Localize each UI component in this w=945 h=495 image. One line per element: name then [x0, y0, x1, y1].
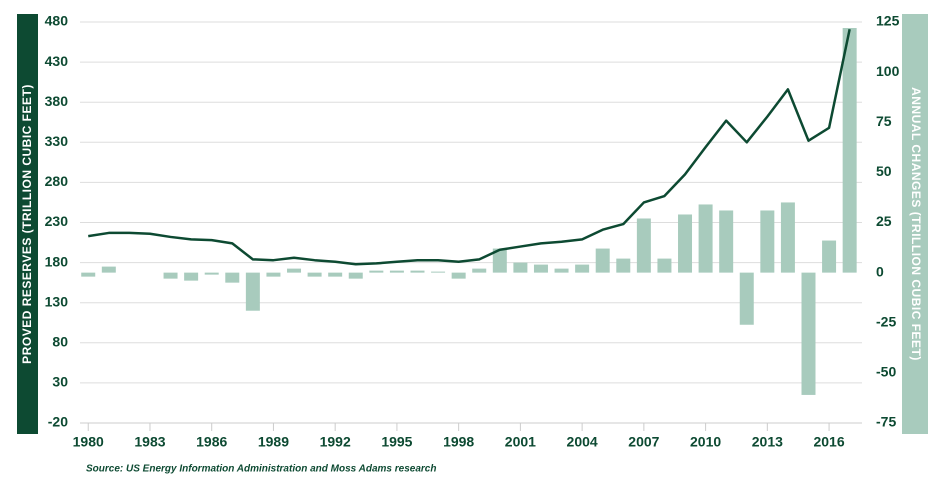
x-tick-label: 2004 [567, 434, 598, 450]
x-tick-label: 1995 [381, 434, 412, 450]
bar [389, 270, 404, 273]
bar [719, 210, 734, 273]
source-note: Source: US Energy Information Administra… [86, 464, 436, 475]
x-tick-label: 1998 [443, 434, 474, 450]
y2-tick-label: -25 [876, 313, 896, 329]
bar [595, 248, 610, 273]
y-tick-label: 430 [45, 53, 69, 69]
bar [616, 258, 631, 273]
y-tick-label: 80 [52, 334, 68, 350]
bar [801, 272, 816, 395]
bar [328, 272, 343, 277]
bar [636, 218, 651, 273]
bar [348, 272, 363, 279]
right-axis-band [902, 14, 928, 434]
bar [204, 272, 219, 275]
bar [431, 271, 446, 273]
x-tick-label: 2016 [813, 434, 844, 450]
y2-tick-label: 50 [876, 163, 892, 179]
x-tick-label: 2010 [690, 434, 721, 450]
bar [163, 272, 178, 279]
bar [554, 268, 569, 273]
y-tick-label: 330 [45, 133, 69, 149]
bar [307, 272, 322, 277]
bar [678, 214, 693, 273]
bar [451, 272, 466, 279]
x-tick-label: 1980 [73, 434, 104, 450]
bar [492, 248, 507, 273]
bar [81, 272, 96, 277]
bar [822, 240, 837, 273]
bar [842, 28, 857, 273]
y-tick-label: 230 [45, 213, 69, 229]
bar [533, 264, 548, 273]
bar [287, 268, 302, 273]
bar [101, 266, 116, 273]
y2-tick-label: 75 [876, 113, 892, 129]
y-tick-label: 380 [45, 93, 69, 109]
x-tick-label: 2007 [628, 434, 659, 450]
bar [472, 268, 487, 273]
line [88, 28, 851, 266]
y2-tick-label: 25 [876, 213, 892, 229]
y-tick-label: 280 [45, 173, 69, 189]
bar [698, 204, 713, 273]
bar [657, 258, 672, 273]
bar [760, 210, 775, 273]
y2-axis-label: ANNUAL CHANGES (TRILLION CUBIC FEET) [909, 87, 923, 361]
y-tick-label: -20 [48, 414, 68, 430]
x-tick-label: 1992 [320, 434, 351, 450]
y2-tick-label: -75 [876, 414, 896, 430]
y-tick-label: 180 [45, 253, 69, 269]
y2-tick-label: 100 [876, 63, 900, 79]
bar [266, 272, 281, 277]
x-tick-label: 2013 [752, 434, 783, 450]
x-tick-label: 2001 [505, 434, 536, 450]
x-tick-label: 1983 [134, 434, 165, 450]
y2-tick-label: 0 [876, 263, 884, 279]
bar [184, 272, 199, 281]
bar [225, 272, 240, 283]
y-axis-label: PROVED RESERVES (TRILLION CUBIC FEET) [20, 84, 34, 364]
bar [575, 264, 590, 273]
left-axis-band [17, 14, 38, 434]
y2-tick-label: -50 [876, 364, 896, 380]
bar [245, 272, 260, 311]
bar [513, 262, 528, 273]
y-tick-label: 130 [45, 293, 69, 309]
y-tick-label: 480 [45, 13, 69, 29]
bar [780, 202, 795, 273]
y-tick-label: 30 [52, 374, 68, 390]
bar [410, 270, 425, 273]
bar [369, 270, 384, 273]
x-tick-label: 1986 [196, 434, 227, 450]
bar [739, 272, 754, 325]
x-tick-label: 1989 [258, 434, 289, 450]
y2-tick-label: 125 [876, 13, 900, 29]
